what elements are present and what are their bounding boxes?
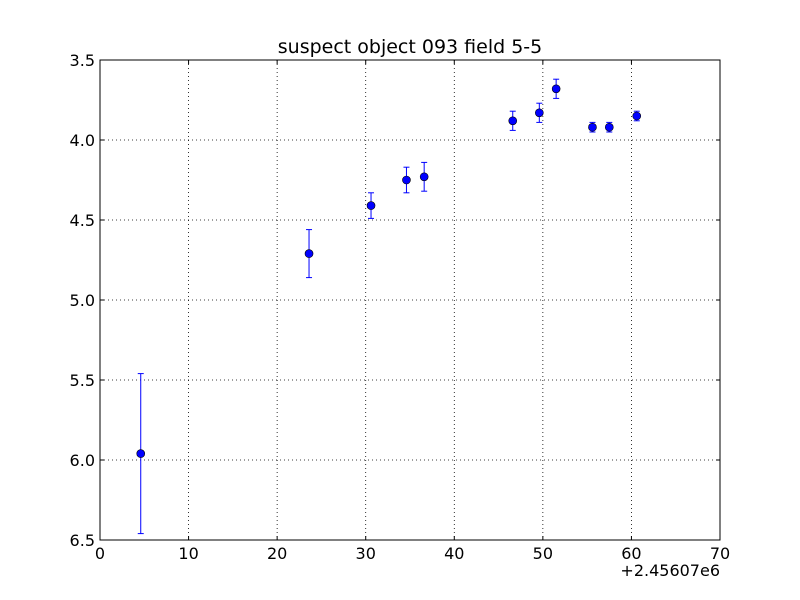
grid	[100, 60, 720, 540]
x-tick-label: 30	[356, 544, 376, 563]
data-point	[508, 116, 518, 126]
data-point	[366, 201, 376, 210]
data-point	[419, 172, 429, 182]
data-point	[551, 84, 561, 94]
y-tick-label: 6.5	[70, 531, 95, 550]
data-point	[136, 449, 146, 458]
x-tick-label: 20	[267, 544, 287, 563]
data-point	[632, 111, 642, 121]
x-tick-label: 0	[95, 544, 105, 563]
data-point	[402, 175, 411, 185]
x-tick-label: 40	[444, 544, 464, 563]
data-point	[304, 249, 314, 258]
data-point	[604, 122, 614, 132]
y-tick-label: 3.5	[70, 51, 95, 70]
y-tick-label: 5.5	[70, 371, 95, 390]
x-tick-label: 50	[533, 544, 553, 563]
x-tick-label: 10	[178, 544, 198, 563]
axis-ticks: 0 10 20 30 40 50 60 70 3.5 4.0 4.5 5.0 5.5 6.0 6.5	[70, 51, 731, 563]
data-marks	[136, 78, 642, 535]
chart-title: suspect object 093 field 5-5	[278, 36, 543, 58]
data-point	[535, 108, 544, 118]
x-tick-label: 60	[621, 544, 641, 563]
y-tick-label: 4.0	[70, 131, 95, 150]
x-tick-label: 70	[710, 544, 730, 563]
y-tick-label: 5.0	[70, 291, 95, 310]
x-axis-offset-label: +2.45607e6	[620, 561, 720, 580]
data-point	[588, 122, 597, 132]
y-tick-label: 6.0	[70, 451, 95, 470]
y-tick-label: 4.5	[70, 211, 95, 230]
